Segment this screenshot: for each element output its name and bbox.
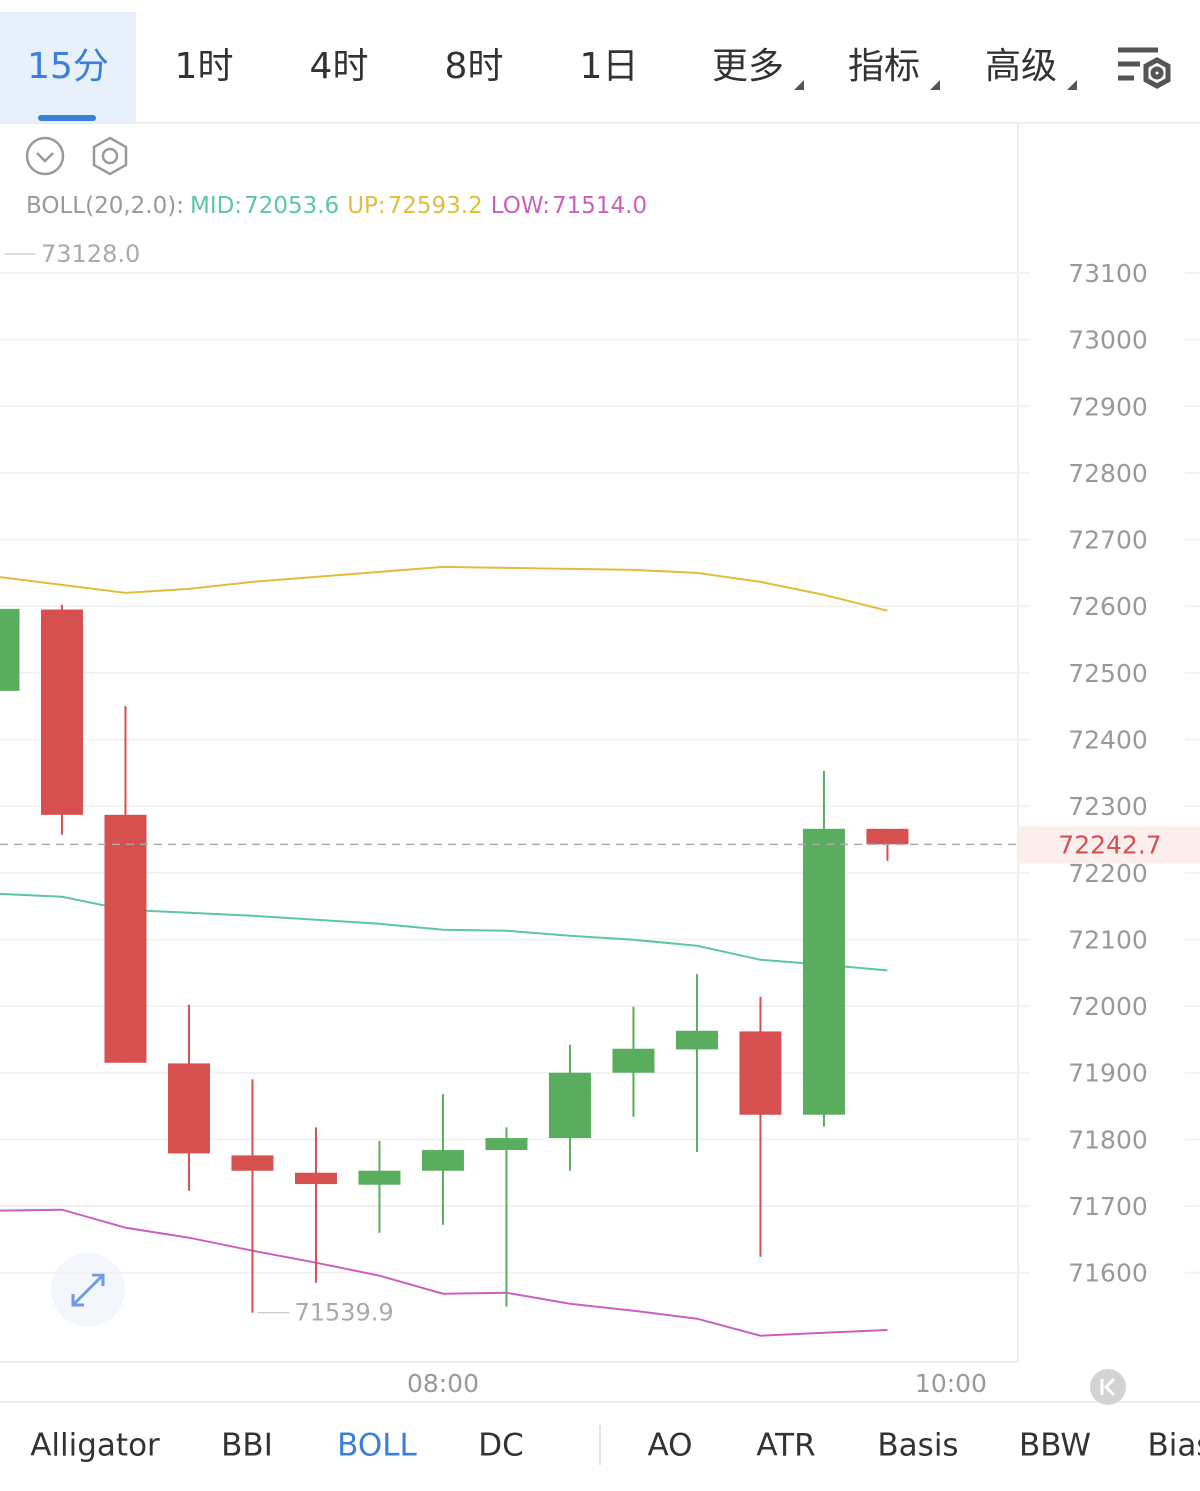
candle-body bbox=[866, 828, 909, 845]
boll-line bbox=[0, 1208, 888, 1337]
y-tick-label: 71900 bbox=[1068, 1059, 1148, 1088]
menu-caret bbox=[1067, 80, 1077, 90]
indicator-tab[interactable]: AO bbox=[647, 1428, 692, 1464]
indicator-name: BOLL(20,2.0): bbox=[26, 193, 184, 219]
legend-value: 71514.0 bbox=[552, 193, 647, 219]
filter-icon[interactable] bbox=[1118, 47, 1171, 89]
boll-line bbox=[0, 892, 888, 972]
candle-body bbox=[358, 1170, 401, 1185]
menu-caret bbox=[794, 80, 804, 90]
time-tab[interactable]: 4时 bbox=[310, 46, 369, 87]
y-tick-label: 71600 bbox=[1068, 1259, 1148, 1288]
x-tick-label: 10:00 bbox=[915, 1369, 987, 1398]
y-tick-label: 71700 bbox=[1068, 1192, 1148, 1221]
candle-body bbox=[167, 1063, 210, 1154]
menu-caret bbox=[930, 80, 940, 90]
legend-value: 72053.6 bbox=[244, 193, 339, 219]
y-tick-label: 73100 bbox=[1068, 259, 1148, 288]
candle-body bbox=[0, 608, 20, 691]
y-tick-label: 72500 bbox=[1068, 659, 1148, 688]
y-tick-label: 72400 bbox=[1068, 726, 1148, 755]
max-marker-label: 73128.0 bbox=[41, 240, 140, 268]
scroll-latest-button[interactable] bbox=[1090, 1369, 1126, 1405]
legend-name: MID: bbox=[190, 193, 242, 219]
settings-icon[interactable] bbox=[92, 136, 128, 176]
active-tab-indicator bbox=[38, 115, 96, 121]
time-tab[interactable]: 8时 bbox=[445, 46, 504, 87]
y-tick-label: 72300 bbox=[1068, 792, 1148, 821]
expand-button[interactable] bbox=[51, 1253, 125, 1327]
collapse-icon[interactable] bbox=[25, 136, 65, 176]
legend-value: 72593.2 bbox=[388, 193, 483, 219]
boll-line bbox=[0, 565, 888, 612]
y-tick-label: 72700 bbox=[1068, 526, 1148, 555]
indicator-tab[interactable]: Alligator bbox=[30, 1428, 160, 1464]
indicator-tab[interactable]: BOLL bbox=[337, 1428, 417, 1464]
last-price-box bbox=[1018, 826, 1200, 864]
y-tick-label: 72000 bbox=[1068, 992, 1148, 1021]
indicator-tab[interactable]: ATR bbox=[756, 1428, 815, 1464]
indicator-tab[interactable]: Basis bbox=[877, 1428, 958, 1464]
candle-body bbox=[675, 1030, 718, 1050]
time-tab[interactable]: 15分 bbox=[27, 46, 109, 87]
indicator-legend: BOLL(20,2.0): MID:72053.6 UP:72593.2 LOW:71… bbox=[26, 193, 647, 219]
y-tick-label: 72600 bbox=[1068, 592, 1148, 621]
y-tick-label: 72100 bbox=[1068, 925, 1148, 954]
candle-body bbox=[802, 828, 845, 1115]
candle-body bbox=[548, 1072, 591, 1139]
y-tick-label: 73000 bbox=[1068, 326, 1148, 355]
candle-body bbox=[104, 814, 147, 1063]
y-tick-label: 71800 bbox=[1068, 1125, 1148, 1154]
time-tab[interactable]: 1日 bbox=[580, 46, 639, 87]
time-tab[interactable]: 1时 bbox=[175, 46, 234, 87]
menu-tab[interactable]: 高级 bbox=[985, 46, 1057, 87]
legend-name: UP: bbox=[347, 193, 385, 219]
legend-name: LOW: bbox=[491, 193, 550, 219]
plot-area bbox=[0, 565, 909, 1337]
active-tab-bg bbox=[0, 12, 136, 123]
candle-body bbox=[612, 1048, 655, 1073]
y-tick-label: 72800 bbox=[1068, 459, 1148, 488]
indicator-tab[interactable]: Bias bbox=[1147, 1428, 1200, 1464]
candle-body bbox=[40, 609, 83, 815]
y-tick-label: 72900 bbox=[1068, 392, 1148, 421]
y-tick-label: 72200 bbox=[1068, 859, 1148, 888]
candle-body bbox=[231, 1155, 274, 1171]
candle-body bbox=[421, 1150, 464, 1171]
candle-body bbox=[485, 1138, 528, 1151]
menu-tab[interactable]: 指标 bbox=[848, 46, 920, 87]
candle-body bbox=[739, 1031, 782, 1115]
indicator-tab[interactable]: BBW bbox=[1019, 1428, 1091, 1464]
indicator-tab[interactable]: DC bbox=[478, 1428, 524, 1464]
min-marker-label: 71539.9 bbox=[294, 1299, 393, 1327]
candle-body bbox=[294, 1172, 337, 1185]
indicator-tab[interactable]: BBI bbox=[221, 1428, 273, 1464]
last-price-label: 72242.7 bbox=[1058, 830, 1161, 859]
menu-tab[interactable]: 更多 bbox=[712, 46, 784, 87]
x-tick-label: 08:00 bbox=[407, 1369, 479, 1398]
